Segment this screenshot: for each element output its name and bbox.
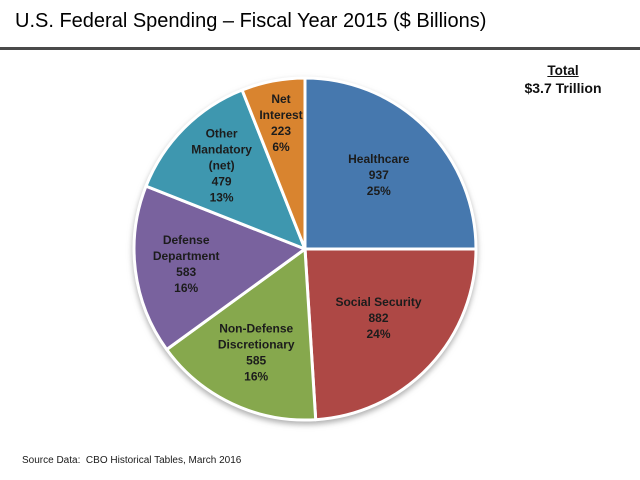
slice-label-other-mandatory-net: Other Mandatory (net) 479 13% bbox=[191, 127, 252, 205]
slice-label-defense-department: Defense Department 583 16% bbox=[153, 233, 220, 295]
slice-label-social-security: Social Security 882 24% bbox=[335, 295, 421, 341]
total-value: $3.7 Trillion bbox=[524, 80, 602, 96]
pie-slice-non-defense-discretionary bbox=[165, 247, 318, 422]
total-annotation: Total $3.7 Trillion bbox=[503, 63, 623, 96]
source-note: Source Data: CBO Historical Tables, Marc… bbox=[22, 455, 242, 466]
slice-label-net-interest: Net Interest 223 6% bbox=[259, 92, 302, 154]
total-label: Total bbox=[547, 63, 579, 78]
title-divider bbox=[0, 47, 640, 50]
slice-label-healthcare: Healthcare 937 25% bbox=[348, 152, 410, 198]
pie-slice-defense-department bbox=[132, 184, 307, 351]
pie-slice-net-interest bbox=[240, 76, 307, 251]
pie-slice-social-security bbox=[303, 247, 478, 422]
pie-slices-group bbox=[132, 76, 478, 422]
pie-slice-other-mandatory-net bbox=[144, 88, 307, 251]
pie-labels-group: Healthcare 937 25% Social Security 882 24% Non… bbox=[153, 92, 422, 384]
chart-title: U.S. Federal Spending – Fiscal Year 2015… bbox=[15, 10, 487, 32]
pie-slice-healthcare bbox=[303, 76, 478, 251]
slice-label-non-defense-discretionary: Non-Defense Discretionary 585 16% bbox=[218, 322, 295, 384]
